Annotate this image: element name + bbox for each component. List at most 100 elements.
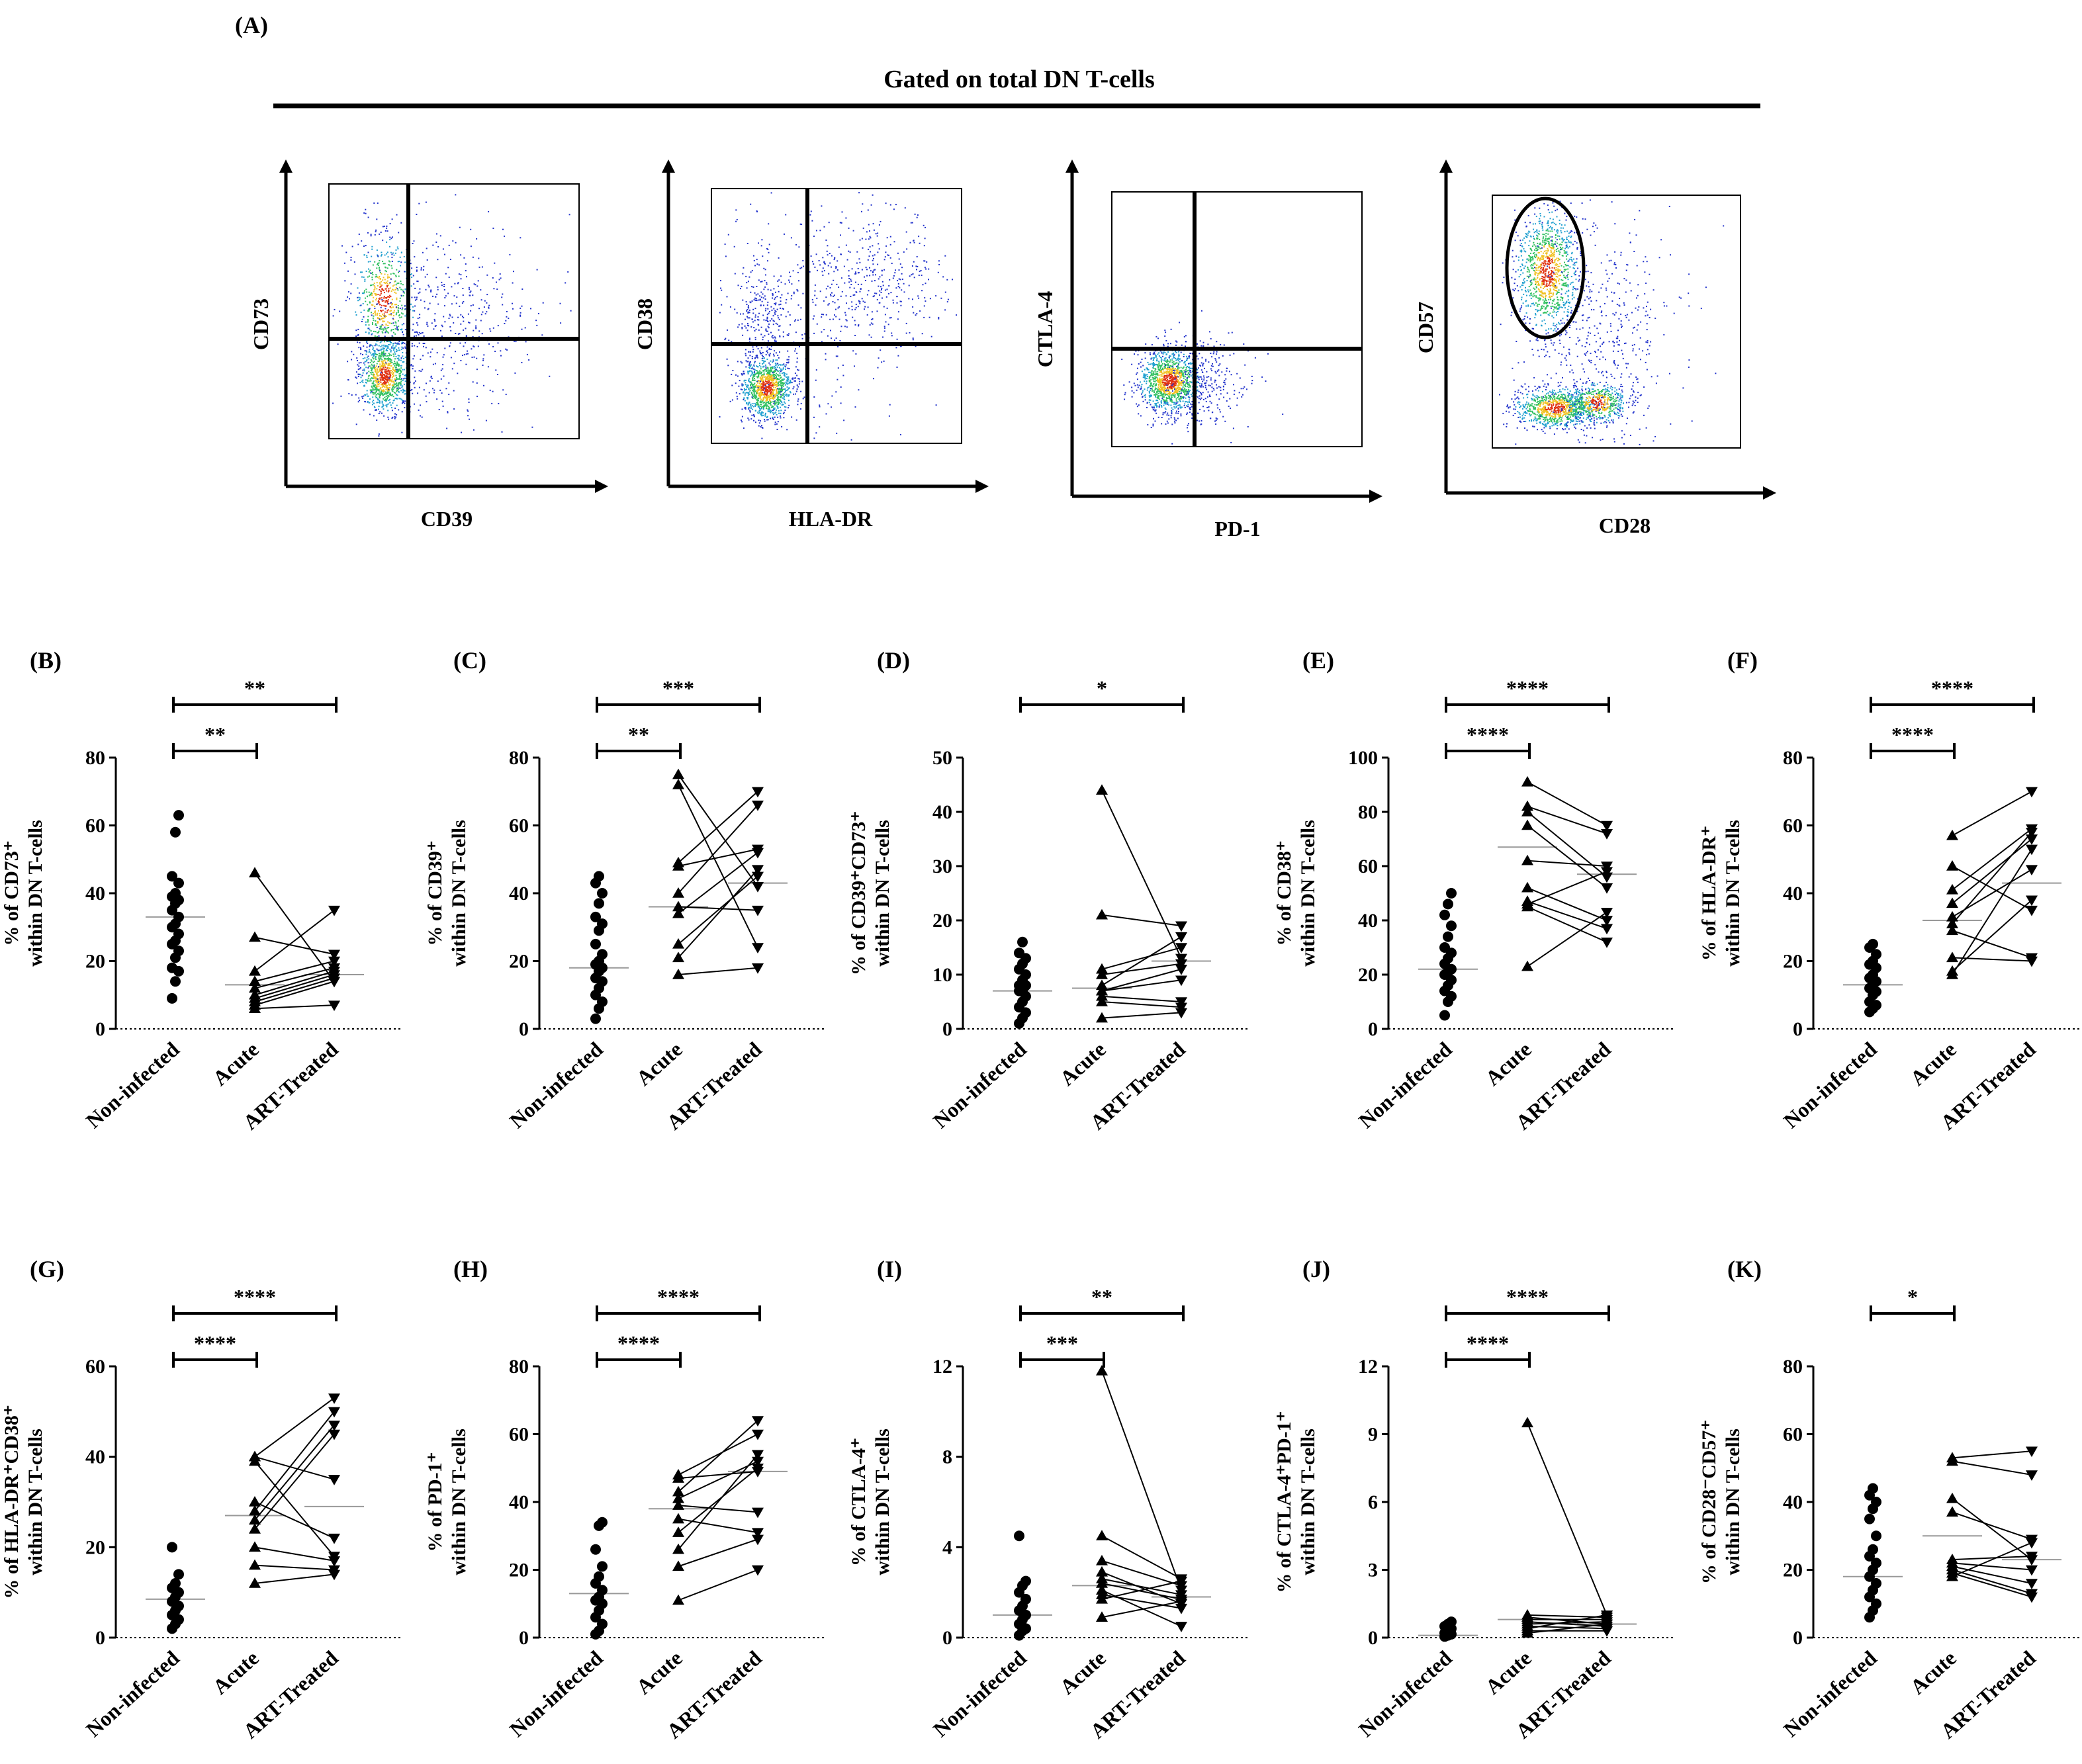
significance-label: **** xyxy=(1506,1285,1549,1309)
x-category-label: Non-infected xyxy=(81,1037,184,1133)
y-tick-label: 3 xyxy=(1368,1560,1378,1581)
art-treated-point xyxy=(2026,1470,2038,1481)
non-infected-point xyxy=(597,1517,608,1528)
art-treated-point xyxy=(328,1569,340,1581)
non-infected-point xyxy=(173,1569,184,1580)
acute-point xyxy=(1521,800,1533,811)
acute-point xyxy=(249,975,261,986)
panel-label: (B) xyxy=(30,647,62,674)
y-tick-label: 20 xyxy=(85,951,105,973)
paired-connector xyxy=(1952,865,2032,911)
paired-connector xyxy=(678,875,758,945)
paired-connector xyxy=(1527,871,1607,905)
y-axis-label-line1: % of CD28⁻CD57⁺ xyxy=(1698,1420,1720,1584)
y-tick-label: 0 xyxy=(1793,1018,1803,1040)
acute-point xyxy=(672,768,684,779)
acute-point xyxy=(249,1496,261,1507)
art-treated-point xyxy=(2026,1579,2038,1589)
gate-ellipse xyxy=(1505,197,1586,339)
y-axis-label-line2: within DN T-cells xyxy=(1297,1429,1319,1575)
x-category-label: Acute xyxy=(1480,1646,1536,1698)
art-treated-point xyxy=(328,1000,340,1012)
non-infected-point xyxy=(1439,942,1450,953)
acute-point xyxy=(1096,969,1108,979)
non-infected-point xyxy=(1014,1530,1024,1542)
acute-point xyxy=(672,887,684,898)
acute-point xyxy=(249,1559,261,1570)
y-axis-label-line2: within DN T-cells xyxy=(1722,1429,1744,1575)
acute-point xyxy=(1521,854,1533,865)
significance-label: **** xyxy=(657,1285,700,1309)
arrowhead-right-icon xyxy=(595,480,608,493)
acute-point xyxy=(1521,881,1533,893)
non-infected-point xyxy=(167,992,177,1004)
art-treated-point xyxy=(752,1507,764,1519)
acute-point xyxy=(1096,996,1108,1006)
art-treated-point xyxy=(328,977,340,988)
paired-connector xyxy=(1527,781,1607,826)
x-category-label: Non-infected xyxy=(505,1037,608,1133)
art-treated-point xyxy=(1601,867,1613,878)
flow-plot-1: CD73 CD39 xyxy=(249,159,608,531)
non-infected-point xyxy=(1017,936,1028,948)
paired-connector xyxy=(1101,947,1182,970)
y-tick-label: 60 xyxy=(85,1356,105,1378)
non-infected-point xyxy=(1439,1010,1450,1021)
panel-label: (H) xyxy=(453,1256,488,1282)
paired-connector xyxy=(1527,1423,1607,1616)
acute-point xyxy=(672,1526,684,1537)
y-axis-label-line2: within DN T-cells xyxy=(1722,820,1744,967)
acute-point xyxy=(672,1513,684,1524)
art-treated-point xyxy=(1601,938,1613,948)
acute-point xyxy=(672,1543,684,1554)
x-category-label: Acute xyxy=(631,1037,687,1090)
scatter-panel-K: (K) % of CD28⁻CD57⁺ within DN T-cells 0 20 40… xyxy=(1698,1256,2082,1743)
art-treated-point xyxy=(2026,1446,2038,1458)
paired-connector xyxy=(1527,824,1607,889)
paired-connector xyxy=(678,852,758,914)
acute-point xyxy=(1521,775,1533,787)
significance-label: **** xyxy=(194,1331,236,1355)
significance-label: **** xyxy=(234,1285,276,1309)
non-infected-point xyxy=(167,962,177,973)
y-tick-label: 20 xyxy=(1358,964,1378,986)
paired-connector xyxy=(1101,936,1182,987)
non-infected-point xyxy=(167,1542,177,1553)
y-axis-label-line1: % of CD73⁺ xyxy=(1,840,23,946)
paired-connector xyxy=(1101,1589,1182,1627)
paired-connector xyxy=(1101,963,1182,975)
y-axis-label-line1: % of CTLA-4⁺ xyxy=(848,1438,870,1566)
non-infected-point xyxy=(597,1618,608,1630)
non-infected-point xyxy=(170,888,181,899)
acute-point xyxy=(672,1594,684,1605)
non-infected-point xyxy=(590,1013,601,1024)
flow-y-label: CD73 xyxy=(249,298,273,350)
x-category-label: Non-infected xyxy=(928,1646,1031,1742)
significance-label: ** xyxy=(1091,1285,1112,1309)
non-infected-point xyxy=(173,946,184,957)
paired-connector xyxy=(1527,901,1607,930)
non-infected-point xyxy=(1446,888,1457,899)
acute-point xyxy=(1946,897,1958,908)
arrowhead-right-icon xyxy=(975,480,989,493)
paired-connector xyxy=(1952,1498,2032,1560)
paired-connector xyxy=(1527,1616,1607,1625)
y-tick-label: 40 xyxy=(509,1491,529,1513)
paired-connector xyxy=(678,1518,758,1534)
y-tick-label: 80 xyxy=(1783,747,1803,769)
paired-connector xyxy=(1952,838,2032,904)
art-treated-point xyxy=(1175,997,1187,1008)
scatter-panel-E: (E) % of CD38⁺ within DN T-cells 0 20 40 60 80 1… xyxy=(1273,647,1673,1134)
art-treated-point xyxy=(328,956,340,967)
paired-connector xyxy=(1952,1566,2032,1584)
non-infected-point xyxy=(590,1544,601,1555)
paired-connector xyxy=(1101,1001,1182,1008)
acute-point xyxy=(672,901,684,912)
art-treated-point xyxy=(752,787,764,798)
paired-connector xyxy=(1527,1614,1607,1630)
paired-connector xyxy=(254,1573,335,1584)
non-infected-point xyxy=(1439,909,1450,920)
paired-connector xyxy=(254,1397,335,1458)
acute-point xyxy=(1946,951,1958,963)
art-treated-point xyxy=(328,1475,340,1485)
